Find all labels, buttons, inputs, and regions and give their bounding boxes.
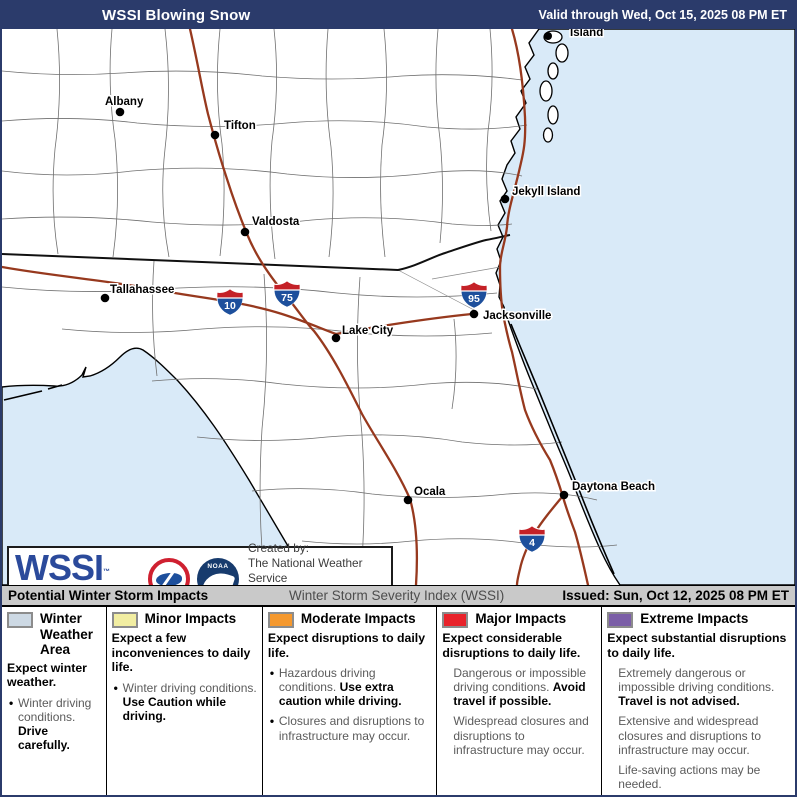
city-label: Jekyll Island [512,186,580,198]
city-label-partial: Island [570,29,603,39]
state-boundary [2,234,511,272]
city-label: Daytona Beach [572,481,655,493]
coastal-islands [3,30,569,401]
city-label: Tallahassee [110,284,174,296]
svg-text:95: 95 [468,293,480,305]
map-svg: 10 75 95 4 Albany Tifton Valdosta Tallah… [2,29,795,585]
city-label: Tifton [224,120,256,132]
legend-item: Life-saving actions may be needed. [618,762,761,792]
city-markers: Albany Tifton Valdosta Tallahassee Lake … [100,29,657,505]
info-bar-title: Potential Winter Storm Impacts [8,588,209,603]
legend-col-major: Major Impacts Expect considerable disrup… [437,607,603,795]
legend-col-winter-weather: Winter Weather Area Expect winter weathe… [2,607,107,795]
legend-title: Extreme Impacts [640,611,749,626]
atlantic-ocean [495,29,795,585]
city-label: Albany [105,96,144,108]
legend-item: Winter driving conditions.Use Caution wh… [112,681,258,723]
trademark: ™ [103,568,111,576]
issued-label: Issued: Sun, Oct 12, 2025 08 PM ET [562,588,789,603]
valid-through-label: Valid through Wed, Oct 15, 2025 08 PM ET [538,8,787,22]
legend-title: Winter Weather Area [40,611,94,658]
legend-col-moderate: Moderate Impacts Expect disruptions to d… [263,607,438,795]
legend-summary: Expect a few inconveniences to daily lif… [111,631,251,674]
legend-col-minor: Minor Impacts Expect a few inconvenience… [107,607,263,795]
legend-title: Major Impacts [475,611,567,626]
wssi-logo: WSSI™ The Winter Storm Severity Index [15,549,141,585]
legend: Winter Weather Area Expect winter weathe… [2,607,795,795]
winter-weather-swatch [7,612,33,628]
header-bar: WSSI Blowing Snow Valid through Wed, Oct… [2,2,795,29]
major-swatch [442,612,469,628]
nws-logo-icon [148,558,190,585]
credit-text: Created by: The National Weather Service… [248,541,385,585]
city-label: Valdosta [252,216,300,228]
extreme-swatch [607,612,634,628]
moderate-swatch [267,612,294,628]
svg-text:4: 4 [529,537,535,549]
legend-title: Moderate Impacts [300,611,416,626]
info-bar: Potential Winter Storm Impacts Winter St… [2,585,795,607]
legend-item: Widespread closures and disruptions to i… [453,714,589,757]
legend-summary: Expect disruptions to daily life. [267,631,426,660]
noaa-label: NOAA [207,563,229,570]
legend-item: Dangerous or impossible driving conditio… [453,666,587,709]
legend-item: Hazardous driving conditions.Use extra c… [268,666,432,708]
legend-item: Winter driving conditions.Drive carefull… [7,696,102,753]
road-i10 [2,265,474,336]
legend-summary: Expect winter weather. [7,660,87,690]
gulf-of-mexico [2,347,320,585]
i75-shield: 75 [272,280,302,308]
legend-item: Extensive and widespread closures and di… [618,714,762,757]
barrier-lagoon [510,323,615,575]
city-label: Jacksonville [483,310,551,322]
legend-summary: Expect considerable disruptions to daily… [442,631,581,660]
i95-shield: 95 [459,281,489,309]
svg-text:75: 75 [281,292,293,304]
info-bar-subtitle: Winter Storm Severity Index (WSSI) [289,588,505,603]
i4-shield: 4 [517,525,547,553]
county-lines [2,29,618,585]
created-by-label: Created by: [248,540,309,555]
legend-col-extreme: Extreme Impacts Expect substantial disru… [602,607,795,795]
legend-item: Closures and disruptions to infrastructu… [268,714,432,742]
city-label: Lake City [342,325,394,337]
page-title: WSSI Blowing Snow [102,7,251,24]
minor-swatch [111,612,138,628]
org-line-1: The National Weather Service [248,556,363,585]
legend-item: Extremely dangerous or impossible drivin… [618,666,775,709]
legend-title: Minor Impacts [144,611,237,626]
map-area: 10 75 95 4 Albany Tifton Valdosta Tallah… [2,29,795,585]
credit-box: WSSI™ The Winter Storm Severity Index NO… [7,541,393,585]
wssi-logo-text: WSSI [15,546,104,585]
city-label: Ocala [414,486,446,498]
i10-shield: 10 [215,288,245,316]
noaa-logo-icon: NOAA [197,558,239,585]
road-i4 [515,495,564,585]
svg-text:10: 10 [224,300,236,312]
legend-summary: Expect substantial disruptions to daily … [607,631,787,660]
